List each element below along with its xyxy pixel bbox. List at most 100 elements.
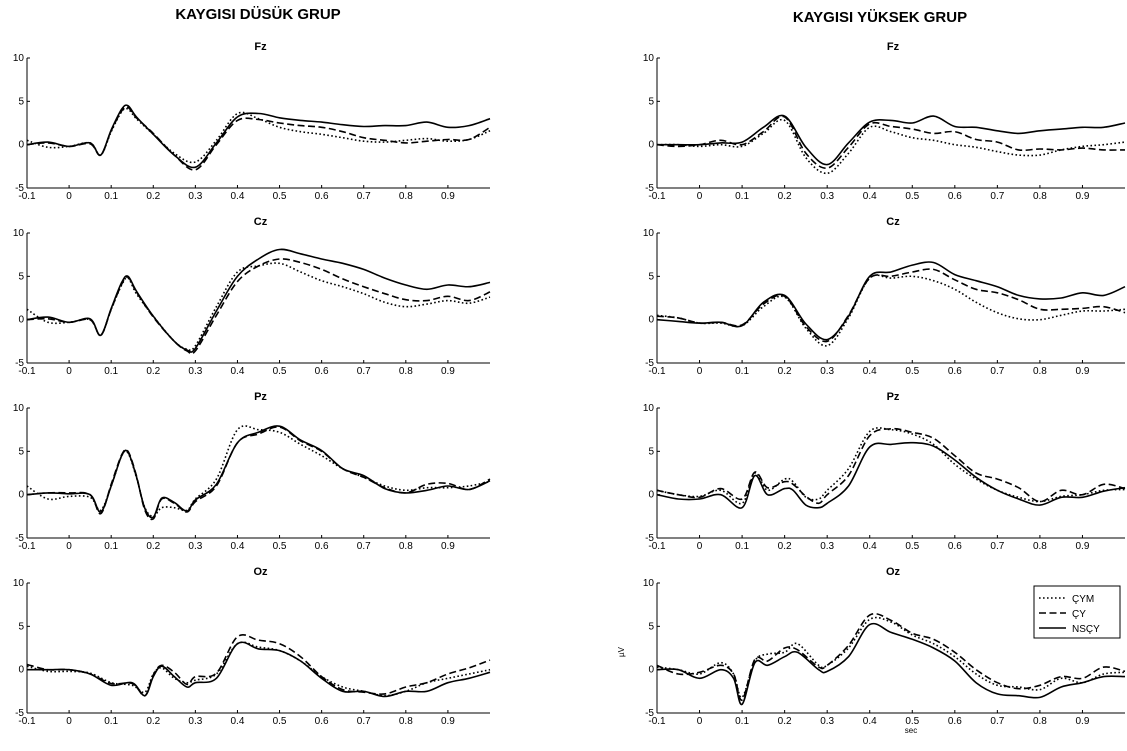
y-tick-label: 10 [643, 403, 655, 414]
panel-title: Oz [253, 566, 268, 578]
x-tick-label: 0.9 [1076, 191, 1090, 202]
panel-title: Pz [254, 391, 267, 403]
x-tick-label: 0.5 [905, 716, 919, 727]
panel-low-fz: Fz -5 0 5 10 -0.1 0 0.1 0.2 0.3 0.4 0.5 0.6 0.7 0.8 0.9 [13, 41, 491, 202]
series-line-nsçy [657, 114, 1126, 166]
series-line-çy [656, 268, 1126, 343]
x-tick-label: 0.5 [273, 366, 287, 377]
x-tick-label: 0.6 [315, 541, 329, 552]
x-tick-label: 0.7 [357, 366, 371, 377]
panel-title: Oz [886, 566, 901, 578]
panel-low-cz: Cz -5 0 5 10 -0.1 0 0.1 0.2 0.3 0.4 0.5 0.6 0.7 0.8 0.9 [13, 216, 491, 377]
x-tick-label: 0.1 [104, 191, 118, 202]
x-tick-label: 0.3 [188, 366, 202, 377]
x-tick-label: 0 [697, 541, 703, 552]
series-line-çym [26, 262, 491, 352]
x-tick-label: -0.1 [18, 191, 36, 202]
y-tick-label: 10 [643, 228, 655, 239]
series-line-nsçy [656, 622, 1126, 706]
series-line-nsçy [26, 248, 491, 353]
y-tick-label: 5 [18, 446, 24, 457]
x-tick-label: 0 [66, 191, 72, 202]
x-tick-label: 0.8 [1033, 191, 1047, 202]
y-tick-label: -5 [645, 183, 654, 194]
x-tick-label: 0.1 [735, 366, 749, 377]
x-tick-label: 0.6 [315, 191, 329, 202]
y-tick-label: -5 [15, 708, 24, 719]
x-tick-label: -0.1 [648, 541, 666, 552]
y-tick-label: 10 [643, 53, 655, 64]
y-tick-label: 5 [648, 446, 654, 457]
series-line-çym [656, 274, 1126, 347]
series-line-çym [656, 616, 1126, 699]
x-tick-label: 0.1 [735, 716, 749, 727]
y-tick-label: 5 [18, 96, 24, 107]
x-tick-label: 0.9 [441, 716, 455, 727]
y-tick-label: 10 [13, 228, 25, 239]
x-tick-label: 0 [697, 716, 703, 727]
x-tick-label: -0.1 [18, 716, 36, 727]
legend-label: ÇYM [1072, 594, 1094, 605]
series-line-çy [656, 115, 1126, 169]
y-tick-label: 0 [18, 665, 24, 676]
x-tick-label: 0.8 [1033, 366, 1047, 377]
y-tick-label: 0 [648, 315, 654, 326]
x-tick-label: 0.4 [231, 191, 245, 202]
x-tick-label: 0.2 [778, 366, 792, 377]
y-tick-label: -5 [15, 358, 24, 369]
x-tick-label: 0.1 [104, 541, 118, 552]
x-tick-label: 0.5 [273, 716, 287, 727]
series-line-çym [656, 427, 1126, 505]
y-tick-label: 10 [13, 53, 25, 64]
x-tick-label: 0.8 [399, 716, 413, 727]
x-tick-label: 0 [66, 366, 72, 377]
x-axis-label: sec [905, 726, 917, 735]
x-tick-label: 0.6 [948, 191, 962, 202]
y-tick-label: 5 [648, 271, 654, 282]
series-line-nsçy [656, 261, 1126, 341]
y-tick-label: 0 [648, 665, 654, 676]
series-line-çy [26, 258, 491, 355]
x-tick-label: 0.9 [441, 191, 455, 202]
x-tick-label: 0 [66, 541, 72, 552]
x-tick-label: 0.2 [778, 541, 792, 552]
x-tick-label: 0.8 [399, 191, 413, 202]
panel-high-fz: Fz -5 0 5 10 -0.1 0 0.1 0.2 0.3 0.4 0.5 0.6 0.7 0.8 0.9 [643, 41, 1126, 202]
y-tick-label: 10 [643, 578, 655, 589]
x-tick-label: -0.1 [18, 366, 36, 377]
x-tick-label: 0.9 [1076, 366, 1090, 377]
y-tick-label: -5 [15, 533, 24, 544]
x-tick-label: 0.1 [104, 716, 118, 727]
x-tick-label: 0.8 [1033, 716, 1047, 727]
x-tick-label: 0.3 [188, 191, 202, 202]
y-tick-label: 0 [648, 140, 654, 151]
y-tick-label: 10 [13, 578, 25, 589]
series-line-çym [26, 107, 491, 164]
x-tick-label: 0.1 [104, 366, 118, 377]
panel-title: Fz [254, 41, 267, 53]
x-tick-label: 0.3 [188, 716, 202, 727]
panel-high-pz: Pz -5 0 5 10 -0.1 0 0.1 0.2 0.3 0.4 0.5 0.6 0.7 0.8 0.9 [643, 391, 1126, 552]
x-tick-label: 0.5 [905, 366, 919, 377]
series-line-çy [26, 633, 491, 697]
x-tick-label: 0.5 [905, 541, 919, 552]
x-tick-label: 0 [66, 716, 72, 727]
x-tick-label: -0.1 [648, 191, 666, 202]
x-tick-label: 0 [697, 191, 703, 202]
x-tick-label: 0.3 [820, 366, 834, 377]
panel-title: Cz [886, 216, 900, 228]
y-tick-label: 10 [13, 403, 25, 414]
series-line-nsçy [26, 425, 491, 519]
x-tick-label: 0.3 [820, 541, 834, 552]
x-tick-label: 0.6 [948, 716, 962, 727]
x-tick-label: 0.4 [231, 366, 245, 377]
x-tick-label: 0.8 [399, 541, 413, 552]
y-tick-label: -5 [645, 533, 654, 544]
x-tick-label: 0.5 [905, 191, 919, 202]
legend-box [1033, 585, 1121, 639]
x-tick-label: 0.2 [146, 366, 160, 377]
legend-label: NSÇY [1072, 624, 1100, 635]
group-title-high: KAYGISI YÜKSEK GRUP [793, 9, 967, 26]
x-tick-label: 0.8 [399, 366, 413, 377]
